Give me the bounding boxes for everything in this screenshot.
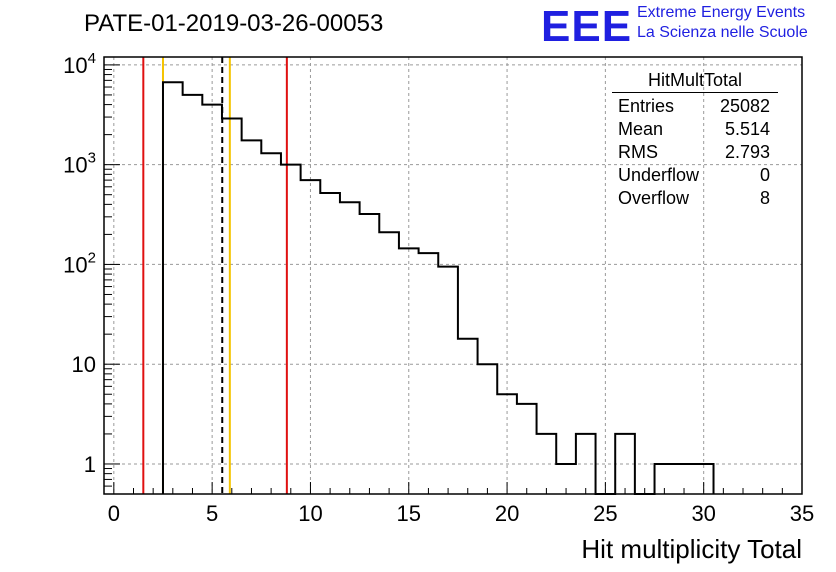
y-tick-label: 102 — [63, 249, 96, 277]
stats-value: 2.793 — [724, 142, 770, 162]
x-tick-label: 25 — [593, 501, 617, 526]
x-tick-label: 15 — [397, 501, 421, 526]
stats-value: 0 — [759, 165, 770, 185]
eee-logo: EEE — [541, 2, 633, 51]
x-axis-title: Hit multiplicity Total — [581, 534, 802, 564]
stats-row-entries: Entries 25082 — [612, 95, 778, 118]
x-tick-label: 35 — [790, 501, 814, 526]
x-tick-label: 10 — [298, 501, 322, 526]
logo-tagline-2: La Scienza nelle Scuole — [637, 24, 808, 41]
x-tick-label: 0 — [108, 501, 120, 526]
stats-row-mean: Mean 5.514 — [612, 118, 778, 141]
x-tick-label: 20 — [495, 501, 519, 526]
stats-label: Mean — [618, 119, 664, 139]
plot-frame — [103, 56, 803, 495]
axis-ticks: 0 5 10 15 20 25 30 35 1 10 102 103 104 — [63, 50, 814, 526]
y-tick-label: 103 — [63, 150, 96, 178]
logo-tagline-1: Extreme Energy Events — [637, 4, 806, 21]
stats-box: HitMultTotal Entries 25082 Mean 5.514 RM… — [612, 70, 778, 210]
stats-row-overflow: Overflow 8 — [612, 187, 778, 210]
stats-value: 25082 — [719, 96, 770, 116]
stats-label: Entries — [618, 96, 675, 116]
stats-value: 5.514 — [724, 119, 770, 139]
stats-value: 8 — [759, 188, 770, 208]
run-title: PATE-01-2019-03-26-00053 — [84, 10, 384, 37]
stats-label: Underflow — [618, 165, 700, 185]
stats-row-underflow: Underflow 0 — [612, 164, 778, 187]
marker-lines — [142, 57, 288, 494]
x-tick-label: 30 — [691, 501, 715, 526]
stats-label: RMS — [618, 142, 658, 162]
stats-label: Overflow — [618, 188, 690, 208]
stats-title: HitMultTotal — [612, 70, 778, 93]
y-tick-label: 10 — [72, 352, 96, 377]
stats-row-rms: RMS 2.793 — [612, 141, 778, 164]
x-tick-label: 5 — [206, 501, 218, 526]
y-tick-label: 1 — [84, 452, 96, 477]
y-tick-label: 104 — [63, 50, 96, 78]
grid-lines — [104, 57, 802, 494]
